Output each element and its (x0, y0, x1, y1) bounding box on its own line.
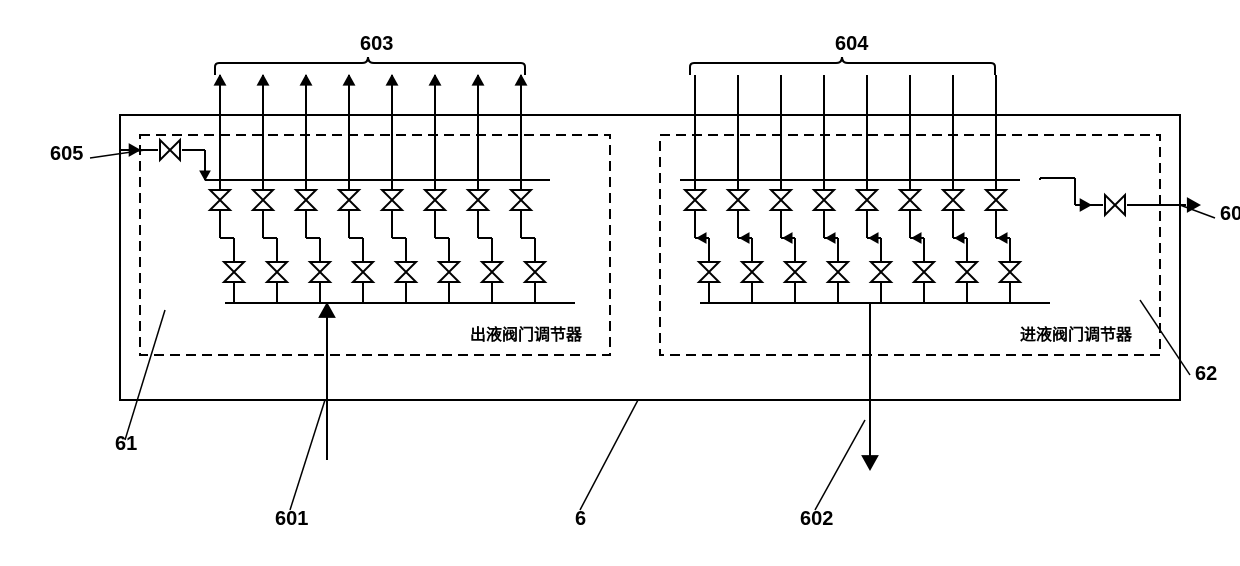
ref-601: 601 (275, 508, 308, 530)
ref-602: 602 (800, 508, 833, 530)
left-regulator-box (140, 135, 610, 355)
outer-box (120, 115, 1180, 400)
ref-603: 603 (360, 33, 393, 55)
ref-605: 605 (50, 143, 83, 165)
svg-text:进液阀门调节器: 进液阀门调节器 (1020, 325, 1133, 344)
ref-604: 604 (835, 33, 869, 55)
ref-606: 606 (1220, 203, 1240, 225)
ref-62: 62 (1195, 363, 1217, 385)
svg-text:出液阀门调节器: 出液阀门调节器 (470, 325, 583, 344)
ref-6: 6 (575, 508, 586, 530)
